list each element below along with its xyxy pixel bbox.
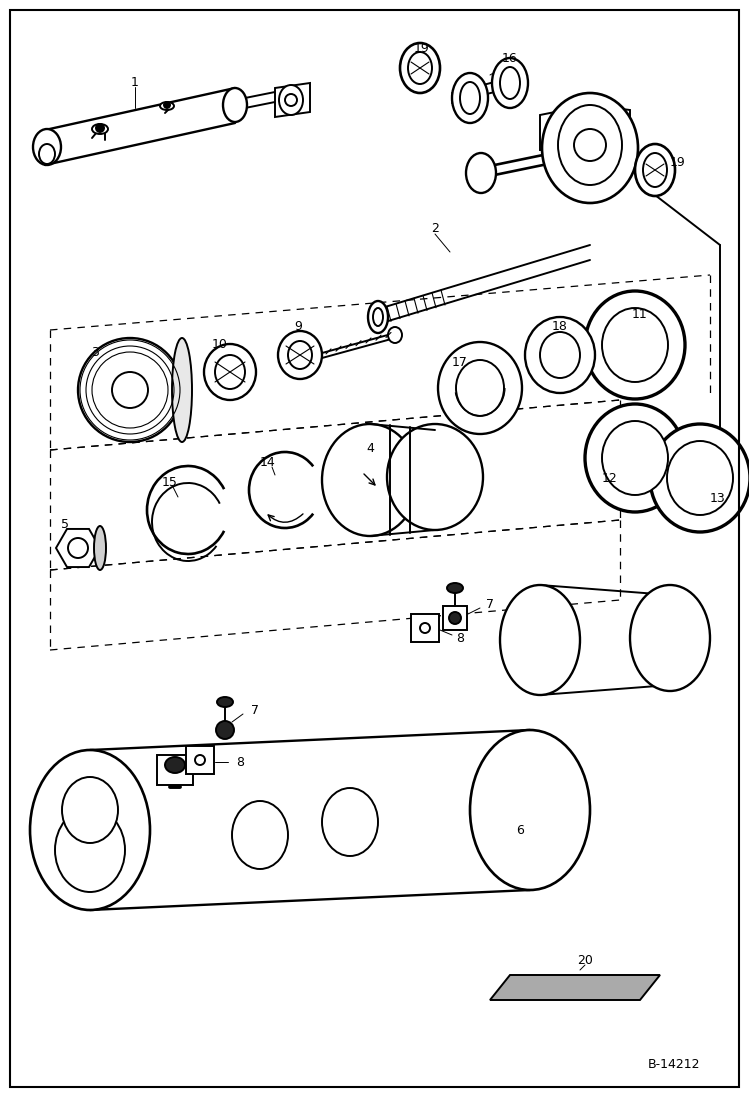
Text: 14: 14: [260, 455, 276, 468]
Text: 7: 7: [251, 703, 259, 716]
Circle shape: [574, 129, 606, 161]
Ellipse shape: [456, 360, 504, 416]
Ellipse shape: [288, 341, 312, 369]
Ellipse shape: [460, 82, 480, 114]
Ellipse shape: [62, 777, 118, 842]
Ellipse shape: [602, 308, 668, 382]
Ellipse shape: [630, 585, 710, 691]
Ellipse shape: [667, 441, 733, 514]
Circle shape: [96, 124, 104, 132]
Ellipse shape: [322, 788, 378, 856]
Ellipse shape: [525, 317, 595, 393]
Ellipse shape: [562, 113, 618, 183]
Ellipse shape: [447, 583, 463, 593]
Ellipse shape: [204, 344, 256, 400]
Ellipse shape: [30, 750, 150, 911]
Text: 9: 9: [294, 320, 302, 333]
Ellipse shape: [500, 585, 580, 695]
Ellipse shape: [217, 697, 233, 706]
Ellipse shape: [602, 421, 668, 495]
Ellipse shape: [165, 757, 185, 773]
Ellipse shape: [558, 105, 622, 185]
Ellipse shape: [223, 88, 247, 122]
Text: 8: 8: [456, 632, 464, 645]
Text: 2: 2: [431, 222, 439, 235]
Text: 1: 1: [131, 76, 139, 89]
Ellipse shape: [215, 355, 245, 389]
Circle shape: [216, 721, 234, 739]
Polygon shape: [490, 975, 660, 1000]
Polygon shape: [157, 755, 193, 785]
Polygon shape: [540, 105, 630, 150]
Text: 12: 12: [602, 472, 618, 485]
Ellipse shape: [542, 93, 638, 203]
Text: 18: 18: [552, 319, 568, 332]
Polygon shape: [411, 614, 439, 642]
Text: 20: 20: [577, 953, 593, 966]
Ellipse shape: [585, 291, 685, 399]
Ellipse shape: [39, 144, 55, 163]
Circle shape: [420, 623, 430, 633]
Text: 17: 17: [452, 357, 468, 370]
Text: 7: 7: [486, 599, 494, 611]
Polygon shape: [186, 746, 214, 774]
Polygon shape: [275, 83, 310, 117]
Ellipse shape: [466, 152, 496, 193]
Text: 10: 10: [212, 338, 228, 351]
Ellipse shape: [92, 124, 108, 134]
Text: 19: 19: [670, 156, 686, 169]
Text: 6: 6: [516, 824, 524, 837]
Ellipse shape: [278, 331, 322, 378]
Ellipse shape: [160, 102, 174, 110]
Ellipse shape: [540, 332, 580, 378]
Circle shape: [112, 372, 148, 408]
Text: 15: 15: [162, 475, 178, 488]
Ellipse shape: [388, 327, 402, 343]
Ellipse shape: [172, 338, 192, 442]
Circle shape: [285, 94, 297, 106]
Ellipse shape: [279, 84, 303, 115]
Ellipse shape: [650, 425, 749, 532]
Text: 16: 16: [502, 52, 518, 65]
Text: 13: 13: [710, 491, 726, 505]
Ellipse shape: [470, 730, 590, 890]
Circle shape: [195, 755, 205, 765]
Ellipse shape: [94, 525, 106, 570]
Ellipse shape: [408, 52, 432, 84]
Ellipse shape: [500, 67, 520, 99]
Polygon shape: [443, 606, 467, 630]
Ellipse shape: [33, 129, 61, 165]
Ellipse shape: [373, 308, 383, 326]
Ellipse shape: [232, 801, 288, 869]
Polygon shape: [56, 529, 100, 567]
Ellipse shape: [635, 144, 675, 196]
Ellipse shape: [55, 808, 125, 892]
Text: B-14212: B-14212: [647, 1059, 700, 1072]
Ellipse shape: [78, 338, 182, 442]
Text: 3: 3: [91, 346, 99, 359]
Ellipse shape: [438, 342, 522, 434]
Ellipse shape: [643, 152, 667, 186]
Ellipse shape: [492, 58, 528, 108]
Text: 19: 19: [414, 42, 430, 55]
Ellipse shape: [452, 73, 488, 123]
Text: 11: 11: [632, 308, 648, 321]
Circle shape: [68, 538, 88, 558]
Ellipse shape: [400, 43, 440, 93]
Ellipse shape: [585, 404, 685, 512]
Ellipse shape: [322, 425, 418, 536]
Ellipse shape: [387, 425, 483, 530]
Ellipse shape: [368, 301, 388, 333]
Text: 4: 4: [366, 441, 374, 454]
Circle shape: [449, 612, 461, 624]
Circle shape: [164, 102, 170, 108]
Text: 5: 5: [61, 518, 69, 531]
Text: 8: 8: [236, 756, 244, 769]
